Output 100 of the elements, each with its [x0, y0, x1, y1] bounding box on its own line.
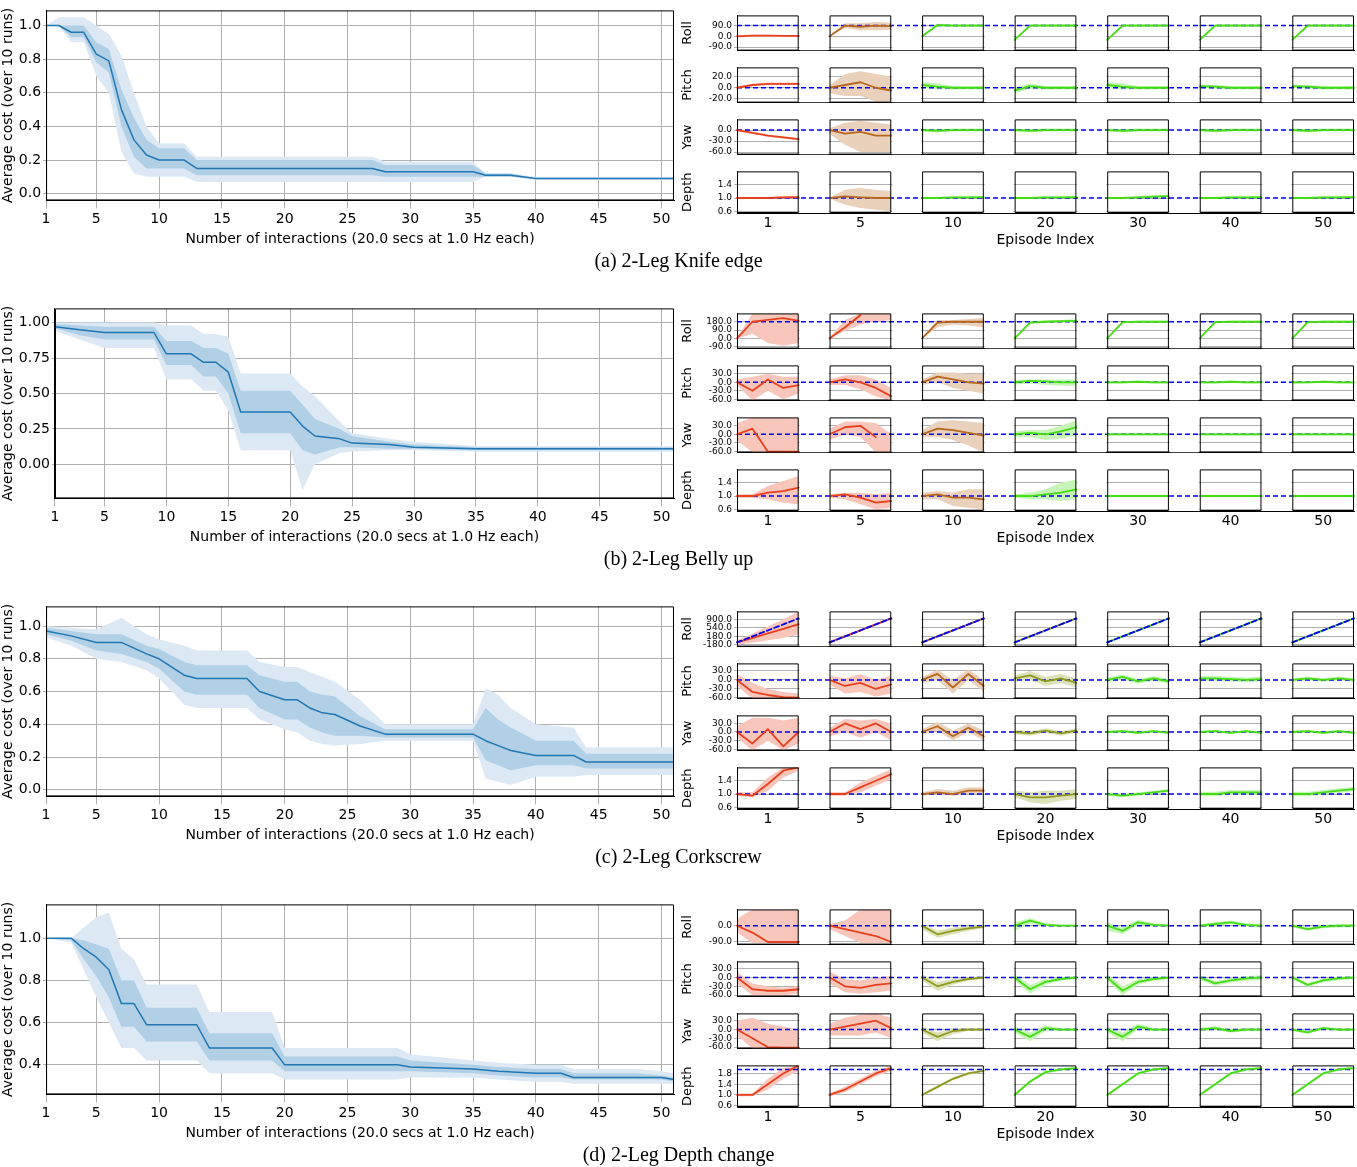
y-tick-label: 1.4 — [717, 179, 733, 190]
x-tick-label: 20 — [275, 1104, 294, 1121]
x-tick-label: 40 — [526, 1104, 545, 1121]
y-tick-label: 0.0 — [717, 82, 733, 93]
y-axis-title: Roll — [679, 617, 695, 641]
y-axis-title: Yaw — [679, 124, 695, 151]
y-tick-label: -20.0 — [708, 93, 733, 104]
x-tick-label: 30 — [1129, 512, 1147, 529]
y-tick-label: 0.2 — [18, 747, 42, 764]
y-tick-label: -60.0 — [708, 445, 733, 456]
y-axis-title: Roll — [679, 319, 695, 343]
x-tick-label: 50 — [1314, 512, 1333, 529]
y-tick-label: -30.0 — [708, 437, 733, 448]
y-tick-label: 30.0 — [711, 1015, 733, 1026]
text: (c) 2-Leg Corkscrew — [594, 844, 763, 868]
y-tick-label: 90.0 — [711, 19, 733, 30]
x-axis-title: Episode Index — [996, 827, 1095, 844]
y-tick-label: -90.0 — [708, 41, 733, 52]
y-axis-title: Yaw — [679, 1018, 695, 1045]
y-tick-label: -60.0 — [708, 989, 733, 1000]
y-tick-label: -60.0 — [708, 146, 733, 157]
y-tick-label: -60.0 — [708, 743, 733, 754]
x-tick-label: 10 — [944, 512, 962, 529]
y-tick-label: -60.0 — [708, 692, 733, 703]
text: (a) 2-Leg Knife edge — [593, 248, 764, 272]
x-tick-label: 5 — [100, 508, 109, 525]
y-tick-label: 0.00 — [18, 455, 50, 472]
y-tick-label: 0.0 — [717, 332, 733, 343]
x-tick-label: 45 — [589, 1104, 608, 1121]
y-tick-label: 0.0 — [717, 920, 733, 931]
x-axis-title: Episode Index — [996, 1125, 1095, 1142]
x-tick-label: 10 — [944, 810, 962, 827]
y-tick-label: -30.0 — [708, 734, 733, 745]
x-tick-label: 10 — [944, 214, 962, 231]
y-tick-label: 0.0 — [717, 30, 733, 41]
x-tick-label: 15 — [212, 210, 231, 227]
x-tick-label: 20 — [1036, 214, 1055, 231]
x-tick-label: 40 — [1221, 810, 1240, 827]
y-tick-label: -30.0 — [708, 1032, 733, 1043]
x-tick-label: 15 — [212, 1104, 231, 1121]
y-tick-label: 0.8 — [18, 49, 42, 66]
x-tick-label: 10 — [157, 508, 176, 525]
x-tick-label: 35 — [467, 508, 485, 525]
y-tick-label: 0.50 — [18, 384, 50, 401]
y-tick-label: 0.4 — [18, 714, 42, 731]
x-tick-label: 40 — [528, 508, 547, 525]
x-tick-label: 5 — [855, 214, 865, 231]
x-tick-label: 40 — [1221, 214, 1240, 231]
x-tick-label: 20 — [275, 806, 294, 823]
x-tick-label: 5 — [91, 1104, 101, 1121]
y-tick-label: 0.8 — [18, 971, 42, 988]
y-tick-label: 1.0 — [18, 928, 42, 945]
x-axis-title: Episode Index — [996, 529, 1095, 546]
y-axis-title: Depth — [679, 470, 695, 510]
y-tick-label: 0.2 — [18, 150, 42, 167]
x-tick-label: 1 — [763, 214, 773, 231]
y-tick-label: 1.0 — [717, 1089, 733, 1100]
x-tick-label: 1 — [763, 512, 773, 529]
x-tick-label: 20 — [275, 210, 294, 227]
x-tick-label: 15 — [219, 508, 238, 525]
y-tick-label: 0.0 — [717, 1023, 733, 1034]
x-tick-label: 1 — [50, 508, 60, 525]
y-tick-label: -60.0 — [708, 1041, 733, 1052]
x-tick-label: 45 — [589, 806, 608, 823]
x-tick-label: 20 — [1036, 810, 1055, 827]
x-tick-label: 35 — [464, 210, 482, 227]
x-tick-label: 20 — [281, 508, 300, 525]
x-tick-label: 25 — [338, 1104, 357, 1121]
y-tick-label: 0.6 — [717, 205, 733, 216]
x-tick-label: 15 — [212, 806, 231, 823]
y-tick-label: 30.0 — [711, 420, 733, 431]
x-axis-title: Number of interactions (20.0 secs at 1.0 Hz each) — [189, 528, 540, 545]
x-tick-label: 5 — [91, 806, 101, 823]
x-axis-title: Episode Index — [996, 231, 1095, 248]
y-tick-label: 30.0 — [711, 665, 733, 676]
y-tick-label: 20.0 — [711, 71, 733, 82]
x-tick-label: 30 — [1129, 810, 1147, 827]
y-axis-title: Yaw — [679, 422, 695, 449]
y-tick-label: 0.75 — [18, 348, 50, 365]
x-tick-label: 50 — [1314, 810, 1333, 827]
y-tick-label: 1.4 — [717, 1078, 733, 1089]
x-tick-label: 30 — [405, 508, 423, 525]
y-axis-title: Depth — [679, 172, 695, 212]
y-tick-label: -90.0 — [708, 935, 733, 946]
x-tick-label: 10 — [150, 806, 169, 823]
y-tick-label: -30.0 — [708, 135, 733, 146]
y-tick-label: 0.6 — [18, 682, 42, 699]
y-tick-label: 0.6 — [717, 503, 733, 514]
x-tick-label: 5 — [91, 210, 101, 227]
x-axis-title: Number of interactions (20.0 secs at 1.0 Hz each) — [185, 1124, 535, 1141]
x-tick-label: 50 — [1314, 214, 1333, 231]
y-tick-label: 30.0 — [711, 368, 733, 379]
x-tick-label: 30 — [1129, 214, 1147, 231]
y-tick-label: 1.0 — [18, 616, 42, 633]
x-tick-label: 50 — [652, 1104, 671, 1121]
y-axis-title: Depth — [679, 768, 695, 808]
y-axis-title: Average cost (over 10 runs) — [0, 901, 16, 1097]
x-tick-label: 25 — [338, 210, 357, 227]
y-tick-label: 540.0 — [706, 622, 733, 633]
x-tick-label: 45 — [589, 210, 608, 227]
